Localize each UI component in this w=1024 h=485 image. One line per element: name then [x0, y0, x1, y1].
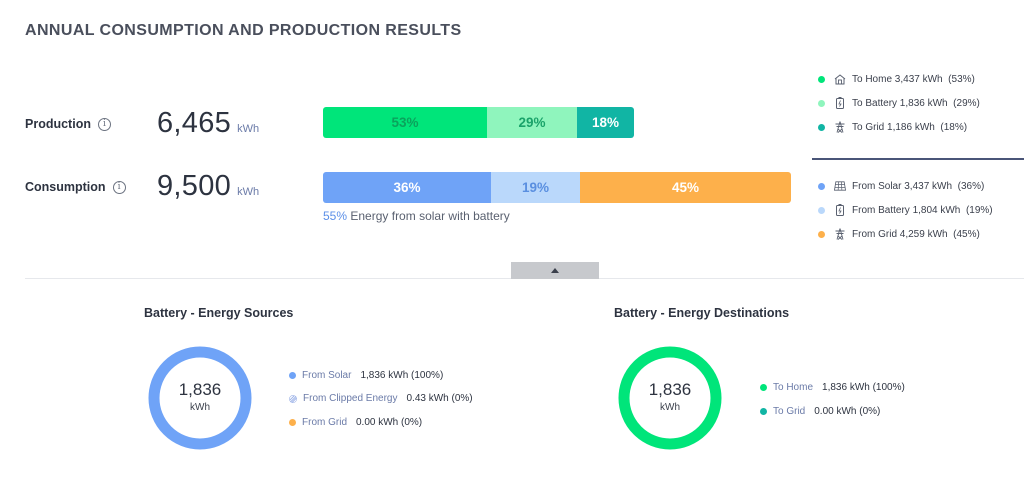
destination-to-grid: To Grid 0.00 kWh (0%) — [760, 406, 880, 417]
legend-divider — [812, 158, 1024, 160]
battery-destinations-ring — [618, 346, 722, 450]
source-from-clipped-energy-value: 0.43 kWh (0%) — [406, 393, 473, 404]
legend-from-battery-pct: (19%) — [965, 204, 993, 216]
home-icon — [834, 73, 846, 85]
source-from-grid-label: From Grid — [302, 417, 347, 428]
solar-battery-note-pct: 55% — [323, 209, 348, 223]
power-tower-icon — [834, 228, 846, 240]
consumption-label: Consumption i — [25, 180, 126, 194]
battery-sources-title: Battery - Energy Sources — [144, 306, 294, 320]
legend-dot — [760, 384, 767, 391]
battery-destinations-unit: kWh — [660, 402, 680, 413]
legend-to-home-pct: (53%) — [948, 73, 975, 85]
legend-to-grid: To Grid 1,186 kWh (18%) — [818, 121, 967, 133]
production-bar: 53% 29% 18% — [323, 107, 634, 138]
consumption-info-icon[interactable]: i — [112, 180, 126, 194]
legend-to-battery-pct: (29%) — [953, 97, 980, 109]
battery-icon — [834, 97, 846, 109]
consumption-bar-grid[interactable]: 45% — [580, 172, 791, 203]
battery-icon — [834, 204, 846, 216]
legend-dot — [289, 372, 296, 379]
legend-dot — [289, 419, 296, 426]
legend-to-home-label: To Home 3,437 kWh — [852, 73, 943, 85]
destination-to-home-label: To Home — [773, 382, 814, 393]
chevron-up-icon — [551, 268, 559, 273]
source-from-solar-value: 1,836 kWh (100%) — [360, 370, 444, 381]
consumption-total: 9,500 kWh — [157, 170, 259, 203]
battery-sources-donut — [148, 346, 252, 450]
production-info-icon[interactable]: i — [97, 117, 111, 131]
destination-to-grid-label: To Grid — [773, 406, 806, 417]
destination-to-home: To Home 1,836 kWh (100%) — [760, 382, 905, 393]
production-label: Production i — [25, 117, 111, 131]
legend-dot — [818, 75, 825, 83]
legend-to-battery: To Battery 1,836 kWh (29%) — [818, 97, 980, 109]
power-tower-icon — [834, 121, 846, 133]
legend-from-battery: From Battery 1,804 kWh (19%) — [818, 204, 993, 216]
legend-dot — [760, 408, 767, 415]
legend-dot — [818, 230, 825, 238]
legend-from-grid-pct: (45%) — [953, 228, 980, 240]
production-unit: kWh — [237, 123, 260, 135]
hatched-icon — [289, 394, 297, 403]
consumption-bar: 36% 19% 45% — [323, 172, 791, 203]
collapse-button[interactable] — [511, 262, 599, 279]
production-bar-grid[interactable]: 18% — [577, 107, 634, 138]
source-from-solar-label: From Solar — [302, 370, 352, 381]
source-from-solar: From Solar 1,836 kWh (100%) — [289, 370, 443, 381]
production-bar-battery[interactable]: 29% — [487, 107, 577, 138]
production-label-text: Production — [25, 117, 91, 131]
source-from-clipped-energy-label: From Clipped Energy — [303, 393, 398, 404]
battery-destinations-donut — [618, 346, 722, 450]
battery-sources-unit: kWh — [190, 402, 210, 413]
page-title: ANNUAL CONSUMPTION AND PRODUCTION RESULT… — [25, 22, 462, 39]
battery-sources-ring — [148, 346, 252, 450]
legend-from-grid-label: From Grid 4,259 kWh — [852, 228, 948, 240]
battery-sources-total: 1,836 — [178, 380, 222, 399]
legend-to-home: To Home 3,437 kWh (53%) — [818, 73, 975, 85]
production-bar-home[interactable]: 53% — [323, 107, 487, 138]
battery-destinations-title: Battery - Energy Destinations — [614, 306, 790, 320]
consumption-label-text: Consumption — [25, 180, 106, 194]
legend-to-grid-label: To Grid 1,186 kWh — [852, 121, 935, 133]
legend-from-solar-label: From Solar 3,437 kWh — [852, 180, 953, 192]
production-total: 6,465 kWh — [157, 107, 259, 140]
destination-to-home-value: 1,836 kWh (100%) — [822, 382, 905, 393]
battery-sources-center: 1,836 kWh — [148, 380, 252, 413]
solar-battery-note-text: Energy from solar with battery — [350, 209, 510, 223]
consumption-bar-battery[interactable]: 19% — [491, 172, 580, 203]
legend-dot — [818, 123, 825, 131]
consumption-unit: kWh — [237, 186, 260, 198]
legend-from-solar: From Solar 3,437 kWh (36%) — [818, 180, 984, 192]
legend-to-grid-pct: (18%) — [940, 121, 968, 133]
battery-destinations-total: 1,836 — [648, 380, 692, 399]
battery-destinations-center: 1,836 kWh — [618, 380, 722, 413]
legend-dot — [818, 206, 825, 214]
source-from-grid-value: 0.00 kWh (0%) — [356, 417, 423, 428]
legend-from-grid: From Grid 4,259 kWh (45%) — [818, 228, 980, 240]
consumption-value: 9,500 — [157, 170, 232, 202]
production-value: 6,465 — [157, 107, 232, 139]
legend-from-battery-label: From Battery 1,804 kWh — [852, 204, 961, 216]
legend-dot — [818, 99, 825, 107]
destination-to-grid-value: 0.00 kWh (0%) — [814, 406, 881, 417]
legend-dot — [818, 182, 825, 190]
source-from-clipped-energy: From Clipped Energy 0.43 kWh (0%) — [289, 393, 473, 404]
solar-battery-note: 55% Energy from solar with battery — [323, 209, 510, 223]
legend-from-solar-pct: (36%) — [957, 180, 985, 192]
source-from-grid: From Grid 0.00 kWh (0%) — [289, 417, 422, 428]
consumption-bar-solar[interactable]: 36% — [323, 172, 491, 203]
legend-to-battery-label: To Battery 1,836 kWh — [852, 97, 948, 109]
solar-panel-icon — [834, 180, 846, 192]
